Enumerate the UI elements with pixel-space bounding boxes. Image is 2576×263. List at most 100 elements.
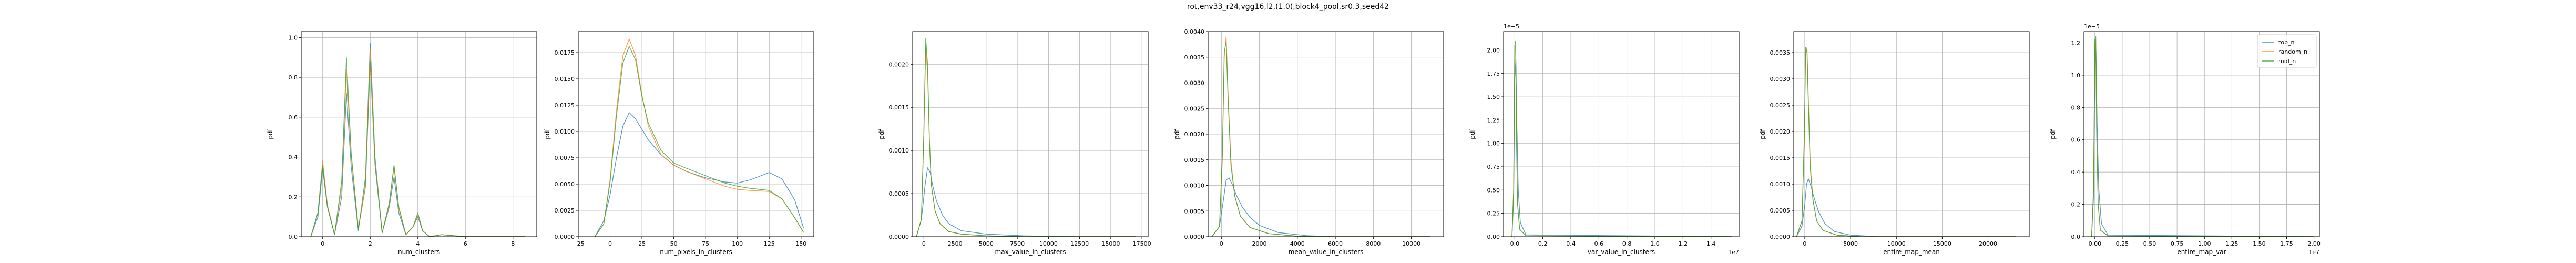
x-tick-label: 0 [608,240,612,247]
x-tick-label: 0.00 [2089,240,2102,247]
x-tick-label: 17500 [1133,240,1151,247]
series-line-random_n [1796,47,2016,237]
x-tick-label: 2500 [948,240,963,247]
x-axis-label: num_clusters [398,248,440,256]
chart-panel-1: 0 2 4 6 8 0.0 0.2 0.4 0.6 0.8 1.0 num_clusters pdf [267,31,537,256]
x-tick-label: 10000 [1402,240,1420,247]
axes-frame [1793,31,2030,237]
chart-panel-3: 0 2500 5000 7500 10000 12500 15000 17500 0.0000 0… [878,31,1151,256]
y-tick-label: 1.0 [289,34,298,41]
x-offset-label: 1e7 [1728,249,1739,256]
y-tick-label: 0.0030 [1184,80,1205,87]
x-tick-label: 4000 [1290,240,1305,247]
x-tick-label: 1.00 [2198,240,2211,247]
y-tick-label: 0.0025 [555,207,575,214]
y-tick-label: 0.0020 [1770,128,1791,135]
x-tick-label: 0.6 [1594,240,1604,247]
x-axis-label: var_value_in_clusters [1588,248,1655,256]
series-line-mid_n [916,38,1136,237]
x-tick-label: 25 [638,240,646,247]
y-tick-label: 0.0025 [1184,105,1205,112]
y-axis-label: pdf [544,129,551,139]
legend-label-mid_n: mid_n [2278,58,2296,65]
y-offset-label: 1e−5 [1504,23,1519,30]
legend-box [2257,34,2317,68]
x-tick-label: 5000 [979,240,994,247]
y-tick-label: 0.0015 [1770,155,1791,161]
x-tick-label: 0.50 [2143,240,2156,247]
series-line-top_n [1211,177,1430,237]
x-tick-label: 125 [764,240,775,247]
x-tick-label: −25 [572,240,584,247]
x-tick-label: 10000 [1039,240,1058,247]
y-tick-label: 0.0005 [1770,207,1791,214]
series-line-top_n [916,167,1136,237]
x-axis-label: entire_map_mean [1883,248,1940,256]
y-tick-label: 0.0050 [555,181,575,188]
x-tick-label: 2.00 [2307,240,2321,247]
x-tick-label: 100 [732,240,743,247]
chart-panel-7: 0.00 0.25 0.50 0.75 1.00 1.25 1.50 1.75 2.00 0.0 0… [2049,23,2321,256]
chart-panel-6: 0 5000 10000 15000 20000 0.0000 0.0005 0.0010 0.… [1759,31,2030,256]
series-line-top_n [1511,59,1732,237]
y-tick-label: 0.0035 [1770,49,1791,56]
x-tick-label: 1.2 [1679,240,1688,247]
y-tick-label: 0.00 [1487,234,1500,240]
x-tick-label: 0.25 [2116,240,2129,247]
y-tick-label: 0.0020 [1184,131,1205,138]
x-axis-label: max_value_in_clusters [995,248,1066,256]
chart-panel-2: −25 0 25 50 75 100 125 150 0.0000 0.0025 0.0050 0.0… [544,31,814,256]
y-tick-label: 0.6 [289,114,298,121]
y-tick-label: 1.50 [1487,94,1500,100]
y-axis-label: pdf [1469,129,1476,139]
axes-frame [912,31,1149,237]
y-tick-label: 0.0075 [555,155,575,161]
y-tick-label: 0.0015 [889,104,909,111]
y-tick-label: 0.0000 [1184,234,1205,240]
y-tick-label: 0.0015 [1184,157,1205,164]
y-tick-label: 0.0150 [555,76,575,83]
x-tick-label: 12500 [1070,240,1089,247]
x-tick-label: 8000 [1366,240,1381,247]
y-tick-label: 1.75 [1487,70,1500,77]
y-tick-label: 0.0010 [1770,181,1791,188]
x-tick-label: 5000 [1843,240,1858,247]
x-tick-label: 1.25 [2225,240,2238,247]
y-tick-label: 0.0000 [555,234,575,240]
x-axis-label: entire_map_var [2177,248,2226,256]
x-tick-label: 6000 [1328,240,1343,247]
y-axis-label: pdf [267,129,274,139]
y-tick-label: 0.0035 [1184,54,1205,61]
y-offset-label: 1e−5 [2084,23,2100,30]
series-line-mid_n [1796,47,2016,237]
y-axis-label: pdf [1173,129,1181,139]
y-tick-label: 0.0030 [1770,76,1791,83]
x-tick-label: 0.2 [1538,240,1548,247]
y-tick-label: 0.0175 [555,49,575,56]
x-tick-label: 4 [416,240,420,247]
y-tick-label: 0.0100 [555,128,575,135]
x-tick-label: 1.50 [2253,240,2266,247]
series-line-mid_n [310,57,525,237]
series-line-random_n [916,46,1136,237]
series-line-top_n [594,112,804,237]
y-axis-label: pdf [878,129,885,139]
y-tick-label: 0.6 [2071,137,2081,144]
x-tick-label: 10000 [1887,240,1906,247]
y-tick-label: 0.0025 [1770,102,1791,109]
y-tick-label: 0.25 [1487,210,1500,217]
legend: top_n random_n mid_n [2257,34,2317,68]
x-tick-label: 0.0 [1510,240,1520,247]
series-line-top_n [2091,50,2314,237]
y-axis-label: pdf [2049,129,2057,139]
figure-title: rot,env33_r24,vgg16,l2,(1.0),block4_pool… [1187,3,1389,11]
y-tick-label: 0.0020 [889,61,909,68]
x-tick-label: 2000 [1252,240,1267,247]
x-tick-label: 0.4 [1566,240,1576,247]
x-tick-label: 0 [1803,240,1806,247]
y-tick-label: 1.00 [1487,140,1500,147]
series-line-random_n [594,38,804,237]
x-tick-label: 1.75 [2280,240,2293,247]
axes-frame [2083,31,2320,237]
legend-label-random_n: random_n [2278,48,2307,55]
